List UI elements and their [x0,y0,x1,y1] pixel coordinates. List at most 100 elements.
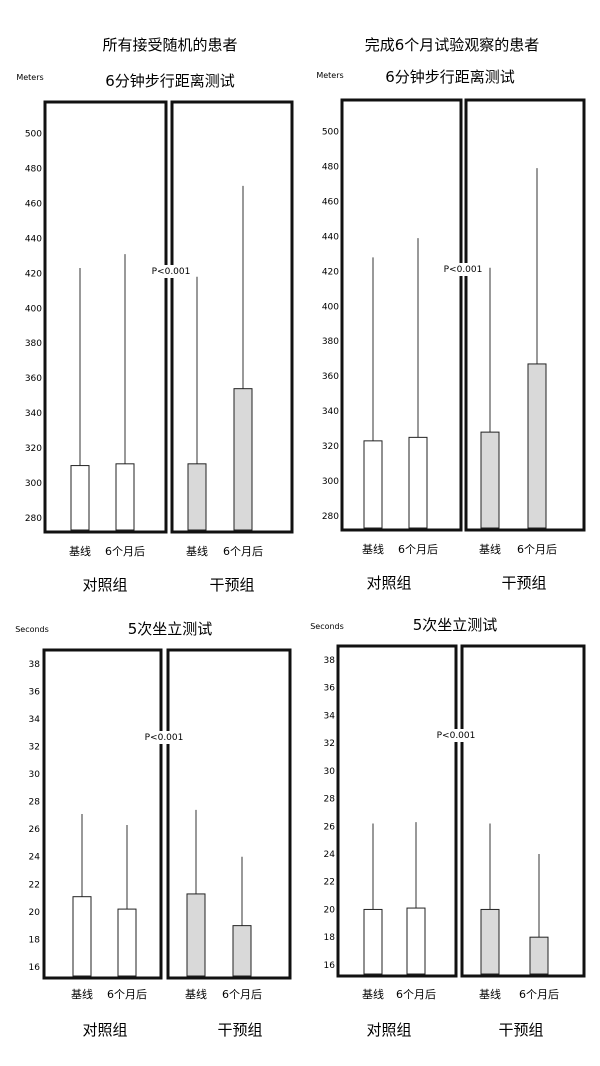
y-tick-label: 460 [25,199,42,209]
y-tick-label: 500 [25,129,42,139]
y-tick-label: 440 [25,234,42,244]
chart-title: 5次坐立测试 [128,620,213,638]
y-tick-label: 500 [322,127,339,137]
y-tick-label: 300 [25,479,42,489]
y-tick-label: 34 [29,715,41,725]
y-tick-label: 18 [324,933,336,943]
y-tick-label: 380 [25,339,42,349]
y-tick-label: 24 [29,853,41,863]
control-group-frame [336,644,458,978]
group-label-control: 对照组 [366,574,411,592]
group-label-control: 对照组 [82,1021,127,1039]
y-tick-label: 400 [25,304,42,314]
y-tick-label: 360 [25,374,42,384]
bar-label: 6个月后 [223,545,263,558]
intervention-group-frame [170,100,294,534]
y-tick-label: 480 [322,162,339,172]
group-label-control: 对照组 [82,576,127,594]
bar-label: 6个月后 [517,543,557,556]
y-tick-label: 420 [25,269,42,279]
bar-label: 6个月后 [105,545,145,558]
bar-label: 6个月后 [396,988,436,1001]
bar-label: 基线 [185,987,207,1001]
intervention-group-frame [166,648,292,980]
p-value-background [150,265,192,278]
p-value-annotation: P<0.001 [444,265,483,275]
control-bar [363,908,383,975]
group-label-intervention: 干预组 [501,574,546,592]
y-tick-label: 420 [322,267,339,277]
y-tick-label: 30 [29,770,41,780]
heading-completed-6-months: 完成6个月试验观察的患者 [365,36,540,54]
heading-all-randomized: 所有接受随机的患者 [102,36,237,54]
y-tick-label: 24 [324,850,336,860]
y-tick-label: 32 [29,742,40,752]
group-label-control: 对照组 [366,1021,411,1039]
y-tick-label: 400 [322,302,339,312]
y-tick-label: 20 [29,908,41,918]
chart-title: 5次坐立测试 [413,616,498,634]
p-value-annotation: P<0.001 [437,731,476,741]
bar-label: 6个月后 [222,988,262,1001]
y-tick-label: 360 [322,372,339,382]
intervention-bar [232,925,252,977]
group-label-intervention: 干预组 [217,1021,262,1039]
y-tick-label: 26 [29,825,41,835]
y-tick-label: 480 [25,164,42,174]
y-tick-label: 340 [322,407,339,417]
control-group-frame [42,648,163,980]
y-tick-label: 16 [324,961,336,971]
y-tick-label: 38 [324,656,336,666]
y-tick-label: 320 [322,442,339,452]
y-tick-label: 22 [324,878,335,888]
group-label-intervention: 干预组 [498,1021,543,1039]
bar-label: 基线 [362,542,384,556]
p-value-background [143,731,185,744]
intervention-bar [480,431,500,529]
intervention-bar [233,388,253,531]
bar-label: 6个月后 [519,988,559,1001]
chart-title: 6分钟步行距离测试 [385,68,515,86]
p-value-background [442,263,484,276]
chart-title: 6分钟步行距离测试 [105,72,235,90]
intervention-group-frame [464,98,586,532]
intervention-bar [480,908,500,975]
y-tick-label: 20 [324,905,336,915]
control-bar [406,907,426,975]
control-group-frame [340,98,463,532]
y-tick-label: 300 [322,477,339,487]
y-tick-label: 26 [324,822,336,832]
y-tick-label: 280 [322,512,339,522]
control-bar [117,908,137,977]
y-axis-unit: Meters [316,71,343,80]
intervention-bar [527,363,547,529]
y-tick-label: 22 [29,880,40,890]
y-axis-unit: Seconds [15,625,49,634]
bar-label: 基线 [479,987,501,1001]
y-axis-unit: Meters [16,73,43,82]
y-tick-label: 16 [29,963,41,973]
y-tick-label: 30 [324,767,336,777]
group-label-intervention: 干预组 [209,576,254,594]
y-tick-label: 28 [29,798,41,808]
intervention-group-frame [460,644,586,978]
y-tick-label: 440 [322,232,339,242]
control-bar [363,440,383,529]
y-tick-label: 38 [29,660,41,670]
bar-label: 基线 [69,544,91,558]
bar-label: 6个月后 [107,988,147,1001]
y-tick-label: 28 [324,795,336,805]
control-group-frame [43,100,168,534]
y-tick-label: 18 [29,935,41,945]
y-axis-unit: Seconds [310,622,344,631]
intervention-bar [186,893,206,977]
p-value-annotation: P<0.001 [152,267,191,277]
y-tick-label: 34 [324,711,336,721]
bar-label: 6个月后 [398,543,438,556]
y-tick-label: 32 [324,739,335,749]
bar-label: 基线 [186,544,208,558]
intervention-bar [187,463,207,531]
control-bar [70,465,90,531]
y-tick-label: 36 [29,687,41,697]
